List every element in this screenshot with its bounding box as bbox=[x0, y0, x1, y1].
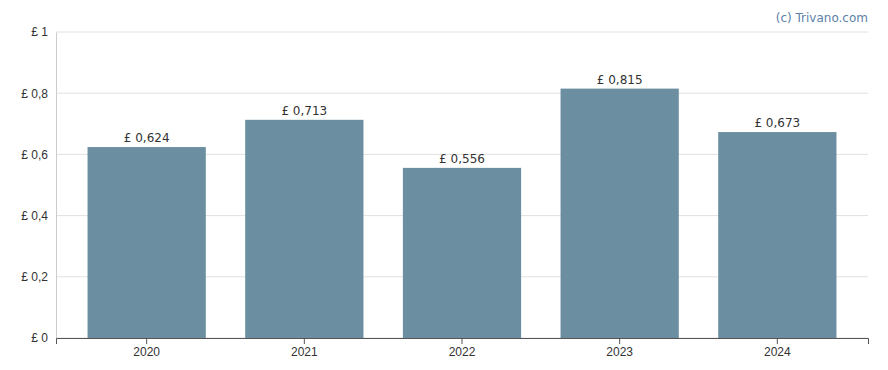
x-tick: 2023 bbox=[606, 338, 633, 359]
x-tick-mark bbox=[304, 338, 305, 344]
x-tick-label: 2021 bbox=[291, 345, 318, 359]
bars bbox=[88, 89, 837, 338]
y-axis-line bbox=[56, 33, 57, 339]
x-tick-mark bbox=[777, 338, 778, 344]
data-label: £ 0,556 bbox=[439, 152, 485, 166]
bar bbox=[245, 120, 363, 338]
x-tick-mark bbox=[462, 338, 463, 344]
x-tick: 2020 bbox=[133, 338, 160, 359]
data-label: £ 0,815 bbox=[597, 73, 643, 87]
bar bbox=[403, 168, 521, 338]
x-tick: 2022 bbox=[449, 338, 476, 359]
chart: £ 0£ 0,2£ 0,4£ 0,6£ 0,8£ 120202021202220… bbox=[0, 0, 888, 370]
bar bbox=[718, 132, 836, 338]
x-tick: 2021 bbox=[291, 338, 318, 359]
grid-line bbox=[56, 32, 868, 33]
y-tick-label: £ 0,4 bbox=[21, 209, 48, 223]
y-tick: £ 0,6 bbox=[21, 148, 56, 162]
y-tick: £ 0,4 bbox=[21, 209, 56, 223]
x-tick-label: 2022 bbox=[449, 345, 476, 359]
y-axis: £ 0 £ 0,2 £ 0,4 £ 0,6 £ 0,8 £ 1 bbox=[21, 25, 56, 345]
y-tick-label: £ 0 bbox=[31, 331, 48, 345]
data-label: £ 0,624 bbox=[124, 131, 170, 145]
y-tick: £ 1 bbox=[31, 25, 56, 39]
y-tick-label: £ 1 bbox=[31, 25, 48, 39]
data-label: £ 0,673 bbox=[754, 116, 800, 130]
y-tick: £ 0 bbox=[31, 331, 56, 345]
y-tick-label: £ 0,2 bbox=[21, 270, 48, 284]
bar bbox=[88, 147, 206, 338]
grid-line bbox=[56, 93, 868, 94]
data-label: £ 0,713 bbox=[281, 104, 327, 118]
x-tick-label: 2024 bbox=[764, 345, 791, 359]
y-tick: £ 0,2 bbox=[21, 270, 56, 284]
x-tick-label: 2023 bbox=[606, 345, 633, 359]
y-tick: £ 0,8 bbox=[21, 87, 56, 101]
x-tick-mark bbox=[619, 338, 620, 344]
bar bbox=[561, 89, 679, 338]
x-tick: 2024 bbox=[764, 338, 791, 359]
y-tick-label: £ 0,6 bbox=[21, 148, 48, 162]
y-tick-label: £ 0,8 bbox=[21, 87, 48, 101]
grid bbox=[56, 32, 868, 338]
annotation: (c) Trivano.com bbox=[776, 11, 868, 25]
x-axis: 2020 2021 2022 2023 2024 bbox=[57, 338, 869, 359]
plot: £ 0£ 0,2£ 0,4£ 0,6£ 0,8£ 120202021202220… bbox=[21, 11, 868, 359]
data-labels: £ 0,624 £ 0,713 £ 0,556 £ 0,815 £ 0,673 bbox=[124, 73, 800, 166]
x-tick-label: 2020 bbox=[133, 345, 160, 359]
x-axis-line bbox=[57, 339, 869, 345]
x-tick-mark bbox=[146, 338, 147, 344]
